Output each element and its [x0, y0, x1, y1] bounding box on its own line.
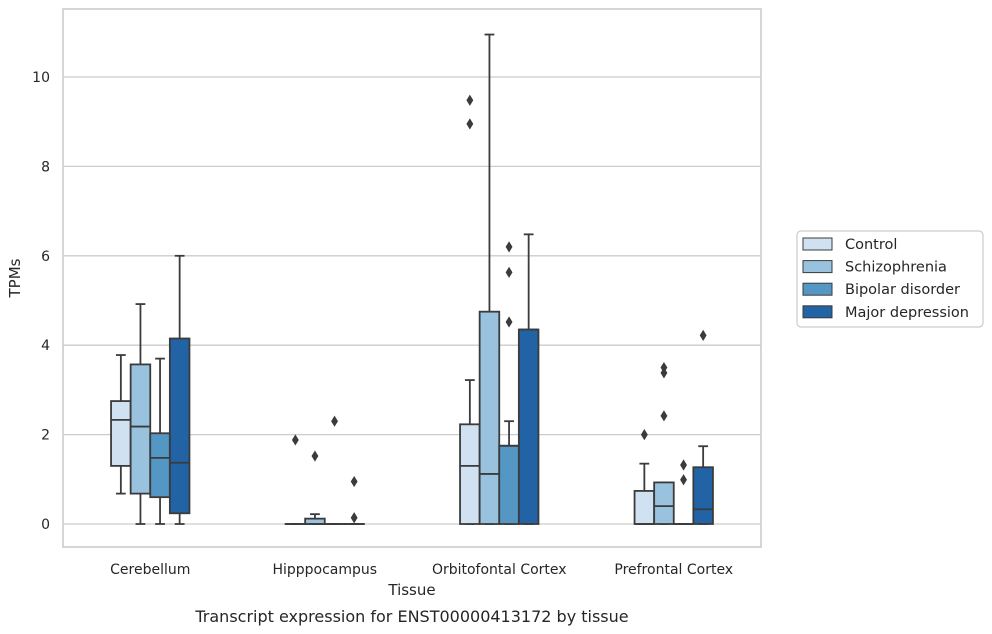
chart-caption: Transcript expression for ENST0000041317…: [194, 607, 628, 626]
y-tick-label: 10: [32, 70, 50, 86]
outlier-point: [466, 118, 474, 130]
outlier-point: [350, 475, 358, 488]
outlier-point: [291, 434, 299, 446]
outlier-point: [350, 512, 358, 524]
box-body: [498, 444, 520, 525]
legend-swatch: [802, 237, 833, 251]
y-tick-label: 4: [41, 338, 50, 354]
y-tick-label: 8: [41, 159, 50, 175]
y-tick-label: 2: [41, 428, 50, 444]
outlier-point: [640, 429, 648, 441]
box-body: [517, 328, 540, 525]
outlier-point: [505, 316, 513, 328]
outlier-point: [699, 329, 707, 341]
x-axis-ticks: Cerebellum Hipppocampus Orbitofontal Corte…: [110, 562, 733, 578]
box-body: [459, 423, 481, 525]
legend-swatch: [802, 305, 833, 319]
legend-label: Schizophrenia: [845, 260, 947, 276]
box-bipolar-disorder: [672, 459, 695, 525]
y-tick-label: 0: [41, 517, 50, 533]
box-body: [692, 466, 714, 525]
y-tick-label: 6: [41, 249, 50, 265]
box-body: [478, 310, 501, 525]
outlier-point: [505, 266, 513, 278]
box-body: [633, 490, 656, 525]
outlier-point: [680, 459, 687, 471]
x-tick-label: Cerebellum: [110, 562, 190, 578]
box-major-depression: [168, 254, 191, 525]
box-body: [168, 337, 191, 515]
outlier-point: [660, 361, 668, 374]
box-bipolar-disorder: [149, 357, 171, 525]
legend-label: Major depression: [845, 305, 969, 321]
box-control: [110, 354, 132, 495]
legend: Control Schizophrenia Bipolar disorder Majo…: [796, 230, 984, 328]
box-schizophrenia: [653, 361, 675, 525]
box-body: [110, 400, 132, 467]
box-major-depression: [692, 329, 714, 525]
box-body: [149, 432, 171, 499]
box-bipolar-disorder: [498, 241, 520, 525]
outlier-point: [660, 410, 668, 422]
box-plot-series: [110, 33, 714, 525]
box-schizophrenia: [478, 33, 501, 525]
box-control: [284, 434, 307, 525]
box-major-depression: [517, 233, 540, 525]
y-axis-label: TPMs: [6, 258, 24, 298]
box-control: [459, 94, 481, 525]
plot-frame: [62, 8, 762, 548]
x-axis-label: Tissue: [387, 581, 435, 599]
legend-swatch: [802, 260, 833, 274]
legend-label: Control: [845, 237, 897, 253]
box-major-depression: [343, 475, 365, 525]
outlier-point: [331, 415, 338, 427]
legend-frame: [796, 230, 984, 328]
outlier-point: [505, 241, 513, 253]
outlier-point: [311, 450, 319, 462]
legend-label: Bipolar disorder: [845, 282, 960, 298]
box-bipolar-disorder: [323, 415, 346, 525]
x-tick-label: Hipppocampus: [272, 562, 377, 578]
y-axis-ticks: 0 2 4 6 8 10: [32, 70, 50, 533]
x-tick-label: Orbitofontal Cortex: [432, 562, 567, 578]
box-body: [129, 363, 152, 495]
outlier-point: [466, 94, 474, 106]
outlier-point: [680, 474, 687, 486]
box-schizophrenia: [129, 303, 152, 525]
x-tick-label: Prefrontal Cortex: [614, 562, 733, 578]
legend-swatch: [802, 282, 833, 296]
box-schizophrenia: [304, 450, 326, 525]
box-control: [633, 429, 656, 525]
box-body: [653, 481, 675, 525]
